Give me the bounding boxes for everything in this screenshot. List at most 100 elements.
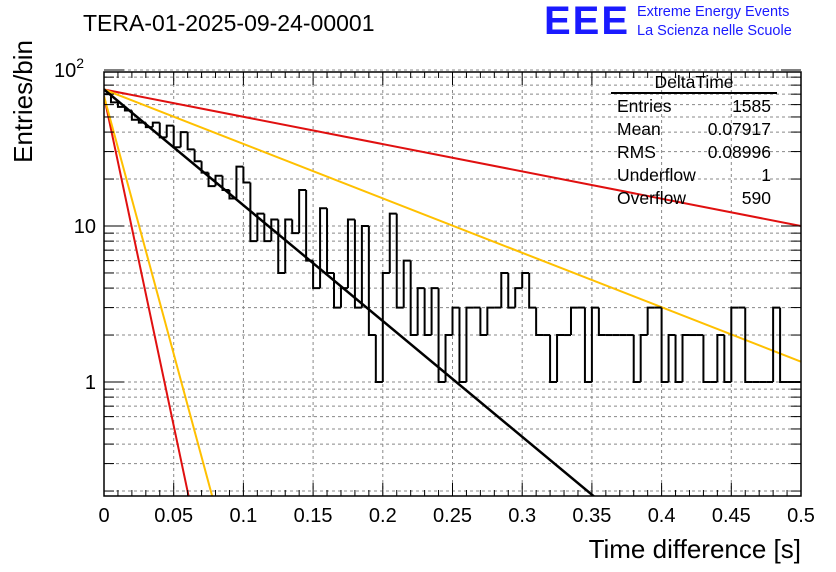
fit-line-orange	[104, 88, 801, 363]
histogram-bin	[144, 122, 153, 129]
histogram-bin	[333, 272, 341, 309]
fit-line-red	[104, 95, 190, 496]
histogram-bin	[193, 149, 202, 163]
histogram-bin	[646, 306, 655, 336]
histogram-bin	[507, 272, 516, 309]
histogram-bin	[430, 287, 439, 336]
histogram-bin	[277, 219, 286, 274]
histogram-bin	[367, 226, 376, 337]
fit-line-red	[104, 88, 801, 227]
histogram-bin	[500, 271, 509, 308]
histogram-bin	[374, 335, 383, 383]
stats-row-overflow: Overflow 590	[611, 187, 777, 210]
histogram-bin	[326, 208, 335, 274]
x-tick-label: 0.3	[508, 505, 536, 527]
histogram-bin	[597, 307, 606, 337]
histogram-bin	[583, 307, 592, 383]
y-tick-label: 102	[54, 55, 84, 82]
histogram-bin	[458, 307, 467, 383]
histogram-bin	[256, 212, 265, 242]
x-tick-label: 0.2	[369, 505, 397, 527]
histogram-bin	[521, 271, 530, 289]
histogram-bin	[221, 175, 230, 192]
x-tick-label: 0.1	[229, 505, 257, 527]
histogram-bin	[723, 335, 732, 383]
x-tick-label: 0.15	[294, 505, 333, 527]
histogram-bin	[249, 182, 258, 243]
histogram-bin	[590, 306, 599, 382]
histogram-bin	[137, 119, 146, 124]
histogram-bin	[312, 260, 321, 290]
histogram-bin	[479, 307, 488, 337]
histogram-bin	[207, 172, 216, 188]
x-tick-label: 0.5	[787, 505, 815, 527]
x-tick-label: 0.45	[712, 505, 751, 527]
histogram-bin	[123, 106, 132, 112]
y-tick-label: 10	[74, 216, 96, 238]
fit-line-orange	[104, 95, 214, 496]
histogram-bin	[270, 218, 279, 242]
x-tick-label: 0	[98, 505, 109, 527]
stats-row-rms: RMS 0.08996	[611, 141, 777, 164]
histogram-bin	[556, 334, 565, 382]
fit-line-fit	[104, 88, 596, 496]
stats-label: Entries	[617, 96, 672, 116]
histogram-bin	[346, 218, 355, 289]
stats-value: 590	[741, 188, 771, 208]
histogram-bin	[409, 260, 418, 337]
stats-box: DeltaTime Entries 1585 Mean 0.07917 RMS …	[611, 72, 777, 210]
stats-value: 1585	[732, 96, 771, 116]
x-tick-label: 0.05	[154, 505, 193, 527]
stats-value: 0.08996	[707, 142, 771, 162]
histogram-bin	[284, 218, 293, 273]
histogram-bin	[395, 213, 404, 309]
stats-row-mean: Mean 0.07917	[611, 118, 777, 141]
stats-title: DeltaTime	[611, 72, 777, 94]
histogram-bin	[639, 334, 648, 382]
stats-value: 0.07917	[707, 119, 771, 139]
histogram-bin	[549, 335, 558, 383]
histogram-bin	[569, 306, 578, 336]
histogram-bin	[702, 335, 711, 383]
histogram-bin	[263, 213, 272, 243]
histogram-bin	[528, 272, 537, 309]
histogram-bin	[402, 259, 411, 308]
histogram-bin	[388, 212, 397, 273]
histogram-bin	[186, 132, 195, 151]
stats-label: Underflow	[617, 165, 696, 185]
y-axis-title: Entries/bin	[8, 40, 38, 163]
stats-row-underflow: Underflow 1	[611, 164, 777, 187]
histogram-bin	[667, 334, 676, 382]
histogram-bin	[291, 219, 300, 235]
histogram-bin	[158, 122, 167, 139]
histogram-bin	[451, 306, 460, 336]
histogram-bin	[486, 306, 495, 336]
histogram-bin	[151, 121, 160, 128]
eee-logo-mark: EEE	[544, 0, 631, 43]
histogram-bin	[360, 225, 369, 308]
histogram-bin	[674, 335, 683, 383]
histogram-bin	[228, 190, 237, 200]
histogram-bin	[130, 110, 139, 121]
stats-row-entries: Entries 1585	[611, 95, 777, 118]
stats-label: Mean	[617, 119, 661, 139]
histogram-bin	[744, 307, 753, 383]
histogram-bin	[423, 288, 432, 337]
histogram-bin	[298, 189, 307, 234]
histogram-bin	[179, 131, 188, 148]
histogram-bin	[772, 306, 781, 382]
histogram-bin	[535, 307, 544, 337]
histogram-bin	[116, 102, 125, 108]
histogram-bin	[416, 287, 425, 336]
stats-label: Overflow	[617, 188, 687, 208]
histogram-bin	[353, 219, 362, 309]
histogram-bin	[660, 307, 669, 383]
y-tick-label: 1	[85, 372, 96, 394]
x-tick-label: 0.35	[572, 505, 611, 527]
histogram-bin	[109, 94, 118, 104]
histogram-bin	[381, 271, 390, 382]
histogram-bin	[165, 124, 174, 138]
logo-subtitle-line2: La Scienza nelle Scuole	[637, 23, 792, 39]
x-tick-label: 0.4	[648, 505, 676, 527]
